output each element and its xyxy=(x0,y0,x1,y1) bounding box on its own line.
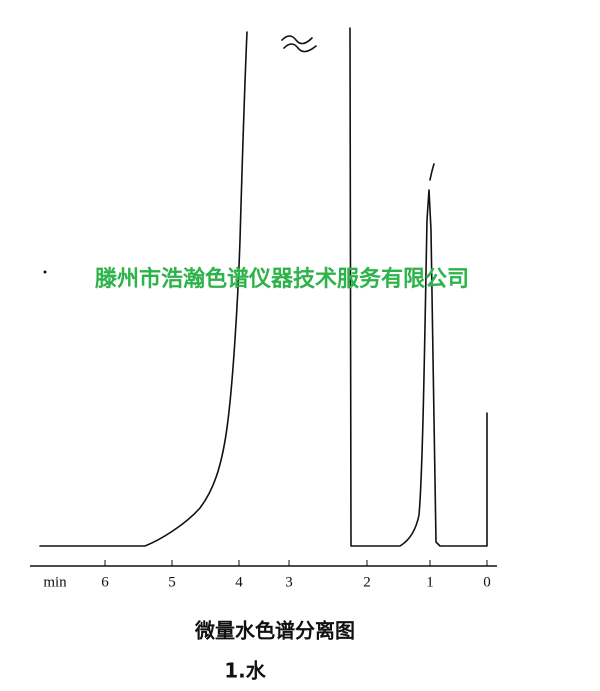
x-tick-label: 4 xyxy=(235,574,243,590)
axis-label: min xyxy=(43,574,67,590)
x-tick-label: 0 xyxy=(483,574,491,590)
trace-first-peak xyxy=(39,31,248,547)
subtitle: 1.水 xyxy=(224,659,267,683)
peak-break-mark xyxy=(429,163,435,181)
break-symbol xyxy=(281,35,317,53)
x-tick-label: 1 xyxy=(426,574,434,590)
x-tick-label: 5 xyxy=(168,574,176,590)
trace-second-peak xyxy=(349,27,488,547)
ticks xyxy=(104,560,488,566)
watermark: 滕州市浩瀚色谱仪器技术服务有限公司 xyxy=(95,266,469,292)
caption: 微量水色谱分离图 xyxy=(194,619,355,643)
x-tick-label: 2 xyxy=(363,574,371,590)
x-tick-label: 6 xyxy=(101,574,109,590)
dot xyxy=(43,270,47,274)
x-tick-label: 3 xyxy=(285,574,293,590)
